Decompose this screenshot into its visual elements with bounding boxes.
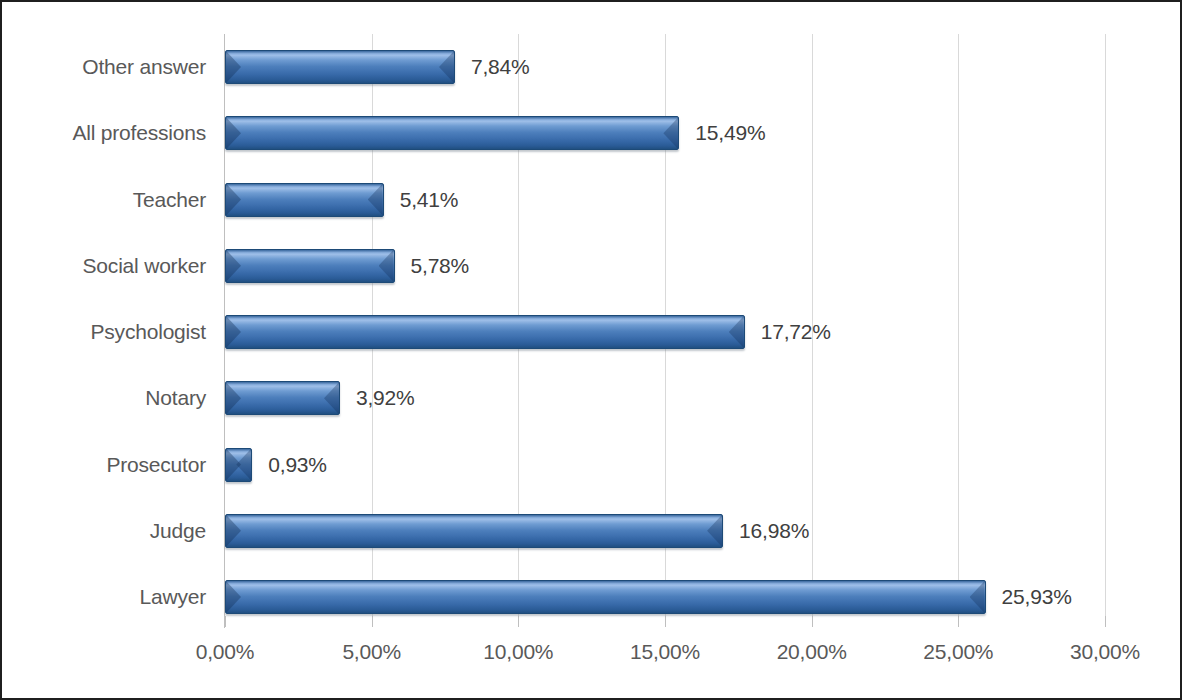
bar-notary bbox=[225, 381, 340, 415]
bar-psychologist bbox=[225, 315, 745, 349]
x-axis-tick bbox=[1105, 616, 1106, 627]
x-axis-tick bbox=[665, 616, 666, 627]
x-axis-tick bbox=[372, 616, 373, 627]
value-label: 15,49% bbox=[695, 116, 765, 150]
chart-frame: Other answer 7,84% All professions 15,49% Te… bbox=[0, 0, 1182, 700]
category-label: Notary bbox=[10, 381, 206, 415]
x-axis-tick-label: 20,00% bbox=[752, 640, 872, 664]
x-axis-tick bbox=[958, 616, 959, 627]
category-label: Other answer bbox=[10, 50, 206, 84]
vertical-gridline bbox=[958, 34, 959, 616]
value-label: 3,92% bbox=[356, 381, 415, 415]
value-label: 25,93% bbox=[1002, 580, 1072, 614]
bar-other-answer bbox=[225, 50, 455, 84]
x-axis-tick bbox=[812, 616, 813, 627]
category-label: All professions bbox=[10, 116, 206, 150]
value-label: 16,98% bbox=[739, 514, 809, 548]
x-axis-tick-label: 0,00% bbox=[165, 640, 285, 664]
x-axis-tick-label: 15,00% bbox=[605, 640, 725, 664]
value-label: 17,72% bbox=[761, 315, 831, 349]
category-label: Judge bbox=[10, 514, 206, 548]
bar-teacher bbox=[225, 183, 384, 217]
value-label: 5,78% bbox=[411, 249, 470, 283]
bar-lawyer bbox=[225, 580, 986, 614]
x-axis-tick bbox=[225, 616, 226, 627]
bar-all-professions bbox=[225, 116, 679, 150]
x-axis-tick-label: 10,00% bbox=[458, 640, 578, 664]
vertical-gridline bbox=[1105, 34, 1106, 616]
bar-social-worker bbox=[225, 249, 395, 283]
value-label: 7,84% bbox=[471, 50, 530, 84]
category-label: Psychologist bbox=[10, 315, 206, 349]
value-label: 5,41% bbox=[400, 183, 459, 217]
category-label: Prosecutor bbox=[10, 448, 206, 482]
x-axis-tick-label: 30,00% bbox=[1045, 640, 1165, 664]
category-label: Social worker bbox=[10, 249, 206, 283]
category-label: Teacher bbox=[10, 183, 206, 217]
bar-judge bbox=[225, 514, 723, 548]
x-axis-tick bbox=[518, 616, 519, 627]
x-axis-tick-label: 25,00% bbox=[898, 640, 1018, 664]
value-label: 0,93% bbox=[268, 448, 327, 482]
bar-prosecutor bbox=[225, 448, 252, 482]
x-axis-tick-label: 5,00% bbox=[312, 640, 432, 664]
category-label: Lawyer bbox=[10, 580, 206, 614]
